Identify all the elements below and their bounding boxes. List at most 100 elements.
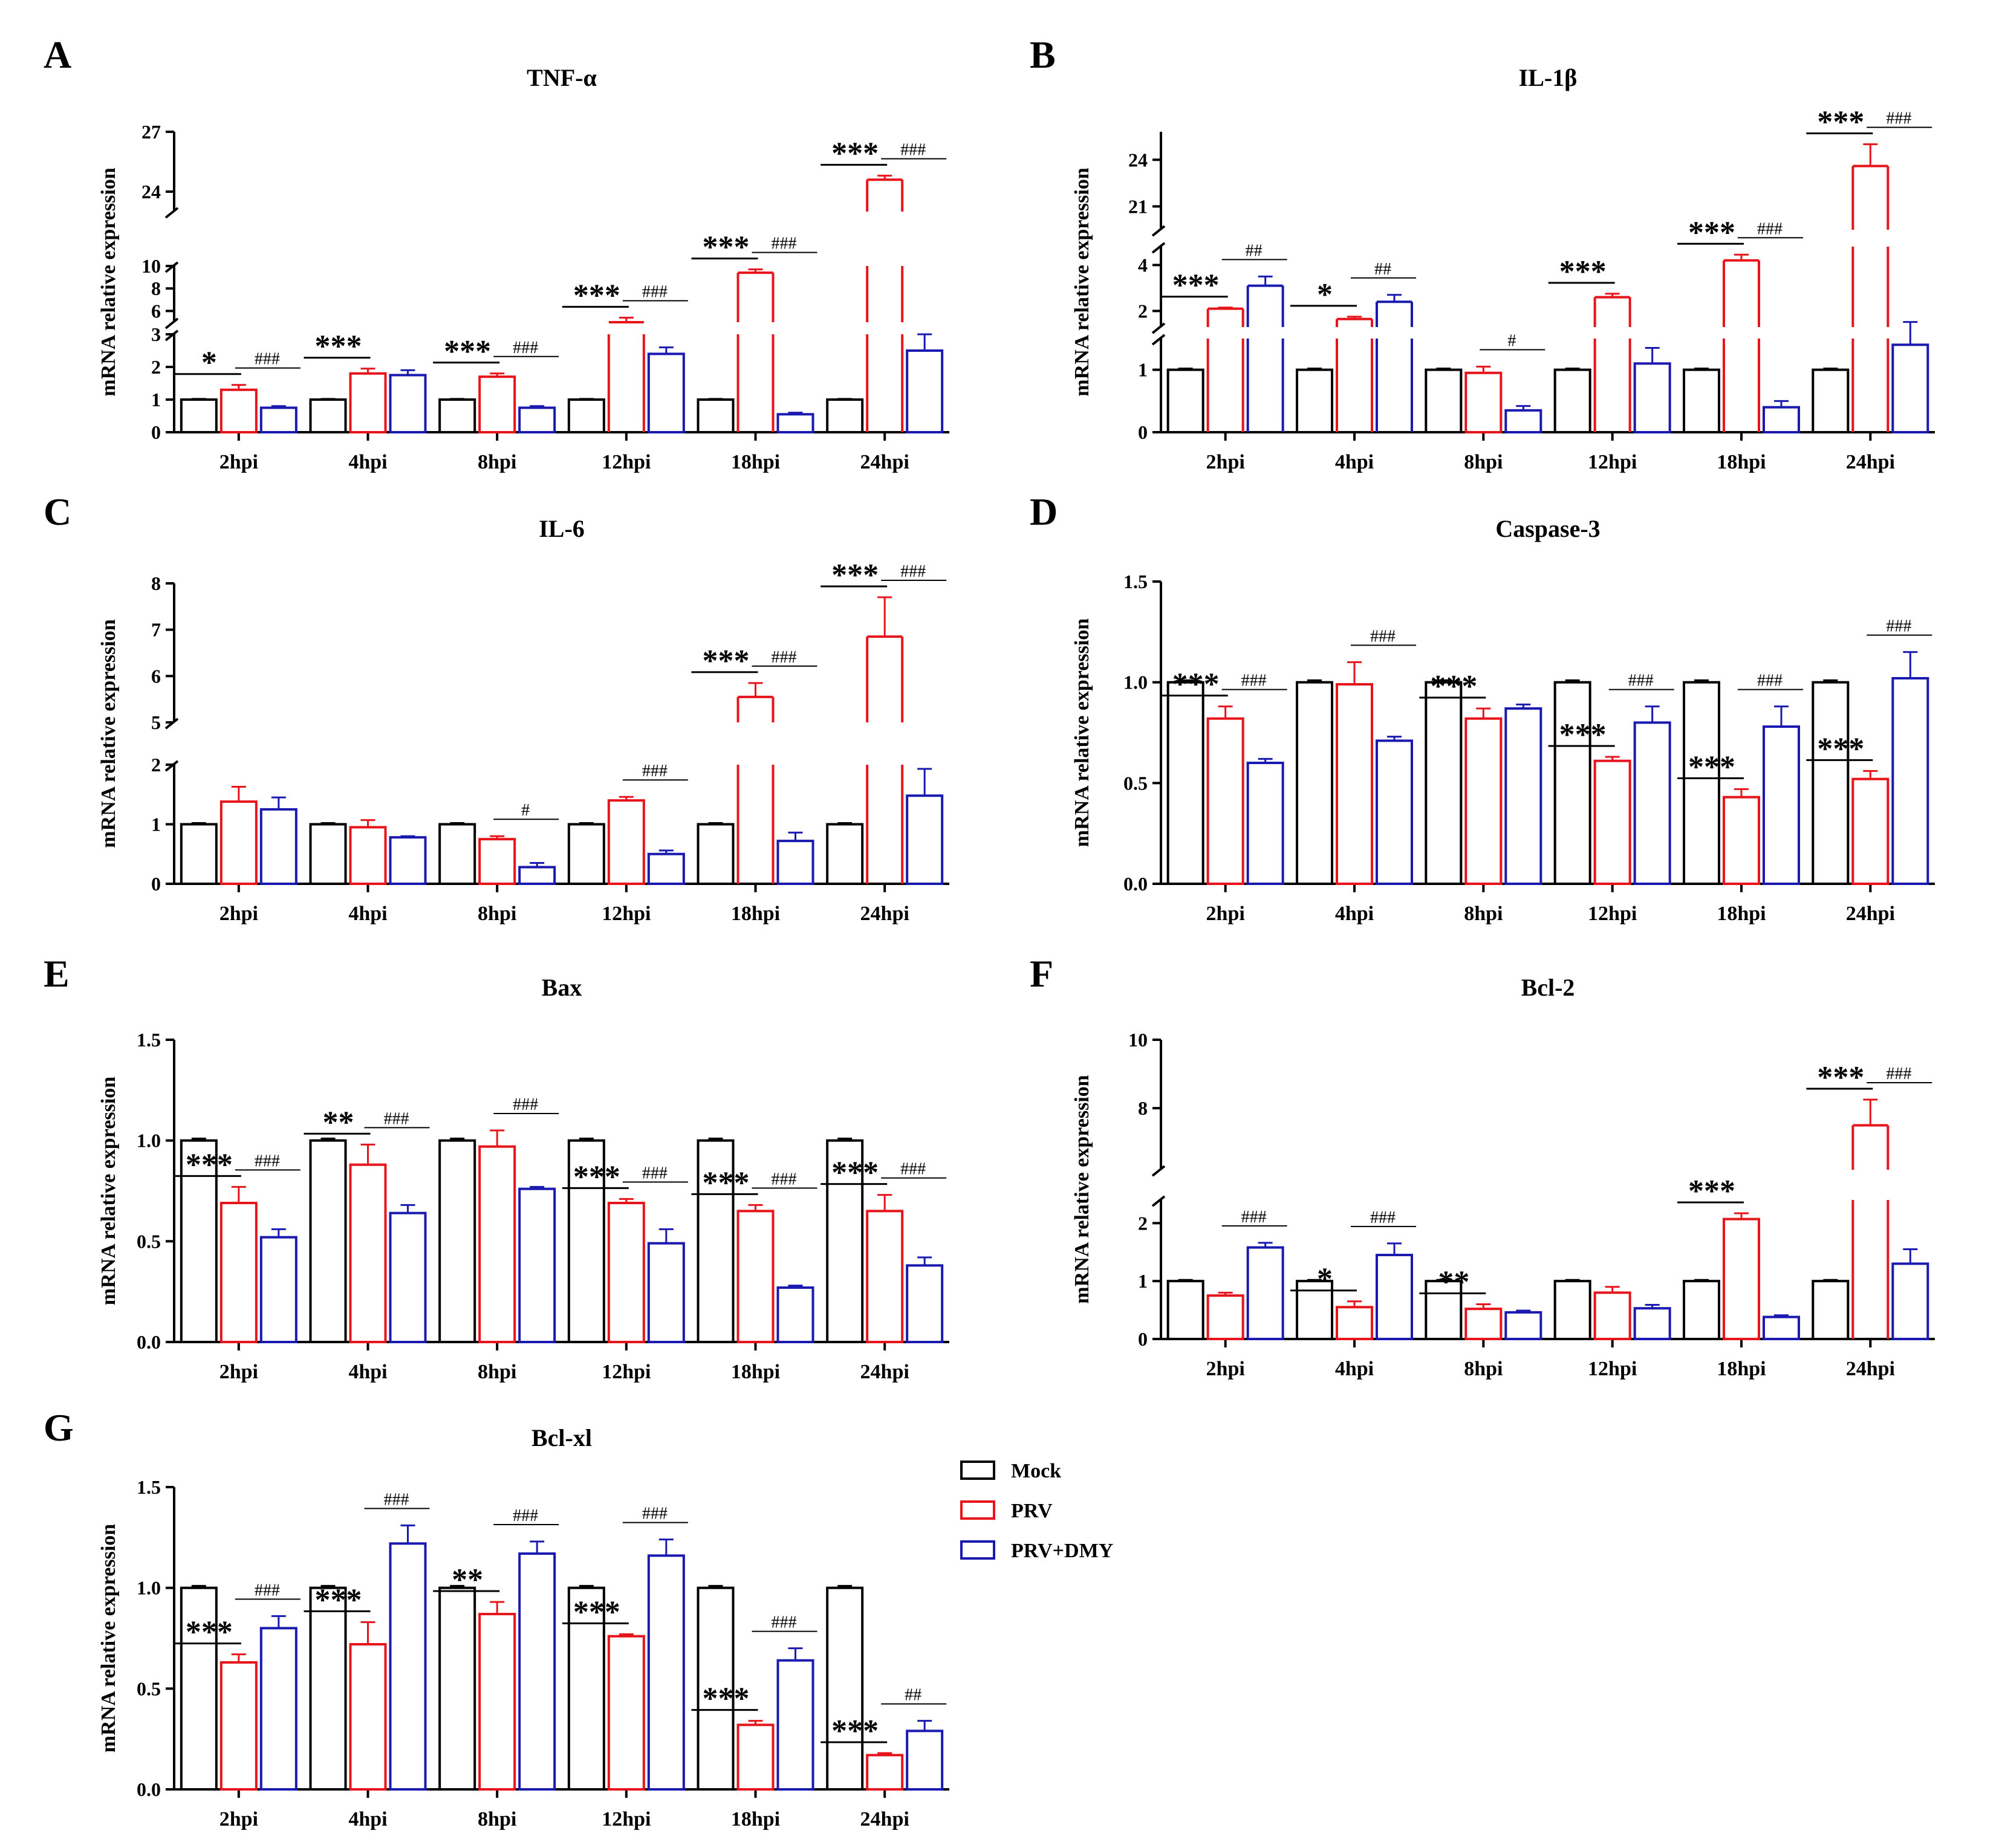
bar-prv — [1851, 1124, 1890, 1339]
y-tick-label: 0.0 — [1123, 873, 1148, 895]
legend: Mock PRV PRV+DMY — [960, 1460, 1113, 1562]
bar-prv — [349, 1163, 387, 1343]
bar-mock — [697, 1139, 735, 1343]
bar-prv-dmy — [776, 1659, 814, 1791]
bar-prv-dmy — [389, 1542, 427, 1791]
bar-mock — [697, 1586, 735, 1791]
significance-hash: ### — [642, 1505, 668, 1523]
y-tick-label: 24 — [141, 181, 161, 203]
significance-hash: ### — [772, 235, 797, 253]
significance-hash: ## — [905, 1686, 921, 1705]
significance-star: *** — [573, 1159, 620, 1194]
y-tick-label: 10 — [1128, 1029, 1148, 1051]
bar-prv-dmy — [776, 840, 814, 885]
bar-mock — [826, 398, 864, 433]
x-tick-label: 12hpi — [602, 1361, 651, 1383]
bar-prv-dmy — [1891, 677, 1929, 885]
x-tick-label: 12hpi — [602, 903, 651, 925]
bar-prv — [349, 1643, 387, 1791]
significance-hash: ### — [1757, 672, 1783, 690]
bar-prv-dmy — [647, 1554, 685, 1791]
significance-star: *** — [573, 279, 620, 313]
bar-prv — [1464, 717, 1503, 885]
significance-star: *** — [703, 230, 750, 265]
bar-mock — [1683, 1280, 1720, 1341]
significance-hash: ### — [513, 339, 538, 357]
panel-letter: G — [44, 1406, 74, 1449]
bar-mock — [438, 823, 476, 885]
y-tick-label: 5 — [151, 712, 161, 733]
bar-prv-dmy — [518, 866, 556, 886]
significance-star: *** — [1688, 750, 1735, 784]
x-tick-label: 4hpi — [1335, 1358, 1374, 1380]
axis-break-mark — [1151, 1195, 1166, 1207]
bar-mock — [438, 398, 476, 433]
bar-prv — [478, 1145, 516, 1343]
x-tick-label: 8hpi — [1464, 451, 1503, 473]
bar-prv — [1723, 796, 1760, 885]
significance-hash: ### — [642, 1164, 668, 1182]
bar-mock — [309, 1139, 347, 1343]
bar-mock — [1425, 368, 1463, 434]
significance-star: *** — [1817, 105, 1864, 140]
bar-prv-dmy — [647, 1242, 685, 1344]
y-axis-title: mRNA relative expression — [1071, 1075, 1093, 1303]
significance-star: *** — [1559, 255, 1607, 289]
bar-prv-dmy — [776, 413, 814, 433]
bar-mock — [1296, 681, 1333, 885]
significance-hash: ### — [513, 1095, 538, 1114]
y-axis-title: mRNA relative expression — [1071, 167, 1093, 396]
bar-prv-dmy — [1891, 343, 1929, 433]
significance-hash: ### — [255, 350, 280, 369]
significance-star: *** — [444, 334, 491, 369]
significance-star: *** — [186, 1147, 233, 1182]
y-axis-title: mRNA relative expression — [1071, 618, 1093, 847]
y-tick-label: 1.0 — [137, 1130, 161, 1152]
significance-hash: ### — [900, 141, 926, 160]
y-tick-label: 1.0 — [1123, 672, 1148, 693]
y-tick-label: 1.5 — [137, 1029, 161, 1051]
chart-title: IL-1β — [1519, 64, 1578, 91]
bar-mock — [1683, 681, 1720, 885]
y-axis-title: mRNA relative expression — [97, 167, 120, 396]
legend-label: PRV+DMY — [1011, 1540, 1113, 1562]
x-tick-label: 18hpi — [731, 903, 780, 925]
significance-star: * — [201, 346, 217, 380]
significance-hash: ### — [900, 562, 926, 581]
significance-star: *** — [315, 1583, 362, 1617]
y-tick-label: 0 — [151, 421, 161, 443]
bar-prv-dmy — [518, 1187, 556, 1343]
y-tick-label: 2 — [1138, 1212, 1148, 1234]
y-tick-label: 21 — [1128, 195, 1148, 217]
x-tick-label: 24hpi — [1846, 903, 1895, 925]
x-tick-label: 2hpi — [219, 1808, 258, 1830]
x-tick-label: 12hpi — [1588, 903, 1637, 925]
y-axis-title: mRNA relative expression — [97, 1077, 120, 1305]
chart-title: TNF-α — [527, 64, 597, 91]
significance-star: ** — [323, 1105, 354, 1140]
y-tick-label: 3 — [151, 323, 161, 345]
axis-break-mark — [1151, 322, 1166, 334]
significance-hash: ### — [1886, 109, 1911, 128]
x-tick-label: 4hpi — [1335, 451, 1374, 473]
x-tick-label: 18hpi — [1717, 451, 1766, 473]
x-tick-label: 18hpi — [1717, 1358, 1766, 1380]
bar-prv-dmy — [1763, 725, 1800, 885]
axis-break-mark — [164, 317, 179, 329]
bar-prv — [478, 1613, 516, 1791]
bar-prv — [1593, 1291, 1631, 1340]
bar-prv — [736, 695, 775, 884]
legend-swatch — [960, 1540, 995, 1560]
bar-mock — [1425, 1280, 1463, 1341]
significance-star: * — [1317, 277, 1333, 312]
chart-title: Bcl-xl — [531, 1424, 592, 1451]
panel-letter: D — [1030, 490, 1058, 533]
bar-mock — [180, 1139, 218, 1343]
bar-prv-dmy — [389, 1211, 427, 1343]
significance-star: *** — [573, 1595, 620, 1629]
bar-prv-dmy — [647, 352, 685, 434]
significance-hash: ### — [1886, 617, 1911, 636]
y-tick-label: 4 — [1138, 254, 1148, 276]
bar-prv — [866, 1754, 904, 1791]
bar-prv — [1336, 317, 1373, 432]
